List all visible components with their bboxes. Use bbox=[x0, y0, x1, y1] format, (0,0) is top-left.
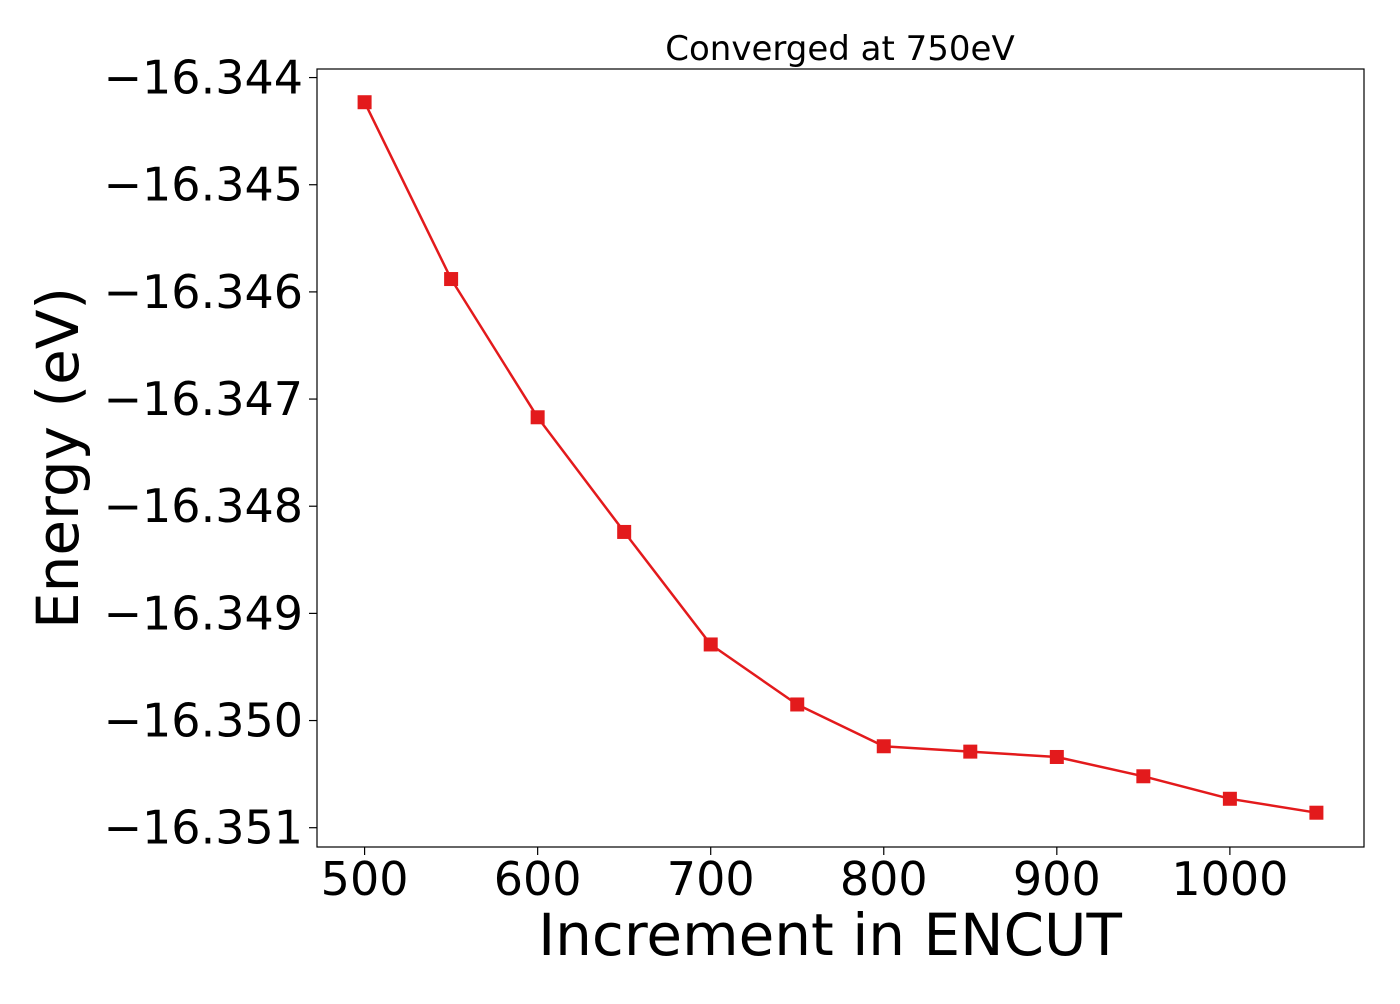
data-point-marker bbox=[790, 697, 805, 712]
y-tick-label: −16.348 bbox=[104, 479, 304, 533]
x-tick-label: 800 bbox=[840, 852, 928, 906]
y-tick-label: −16.351 bbox=[104, 801, 304, 855]
x-tick-label: 1000 bbox=[1171, 852, 1288, 906]
plot-area-frame bbox=[316, 68, 1365, 848]
data-point-marker bbox=[703, 637, 718, 652]
data-point-marker bbox=[876, 739, 891, 754]
y-axis-label: Energy (eV) bbox=[24, 287, 92, 629]
y-tick-label: −16.350 bbox=[104, 694, 304, 748]
chart-title: Converged at 750eV bbox=[665, 29, 1014, 69]
x-tick-label: 500 bbox=[321, 852, 409, 906]
series-line bbox=[363, 101, 1317, 814]
data-point-marker bbox=[530, 410, 545, 425]
y-axis-ticks: −16.344 −16.345 −16.346 −16.347 −16.348 −16.3… bbox=[104, 51, 317, 855]
y-tick-label: −16.345 bbox=[104, 158, 304, 212]
x-tick-label: 700 bbox=[667, 852, 755, 906]
x-tick-label: 600 bbox=[494, 852, 582, 906]
series-markers bbox=[357, 95, 1324, 820]
data-point-marker bbox=[1049, 749, 1064, 764]
data-point-marker bbox=[963, 744, 978, 759]
y-tick-label: −16.347 bbox=[104, 372, 304, 426]
data-point-marker bbox=[1222, 791, 1237, 806]
x-axis-ticks: 500 600 700 800 900 1000 bbox=[321, 847, 1288, 906]
y-tick-label: −16.346 bbox=[104, 265, 304, 319]
data-point-marker bbox=[1136, 769, 1151, 784]
y-tick-label: −16.349 bbox=[104, 586, 304, 640]
data-point-marker bbox=[444, 272, 459, 287]
x-tick-label: 900 bbox=[1013, 852, 1101, 906]
y-tick-label: −16.344 bbox=[104, 51, 304, 105]
x-axis-label: Increment in ENCUT bbox=[538, 901, 1122, 969]
data-point-marker bbox=[1309, 805, 1324, 820]
data-point-marker bbox=[617, 524, 632, 539]
data-point-marker bbox=[357, 95, 372, 110]
